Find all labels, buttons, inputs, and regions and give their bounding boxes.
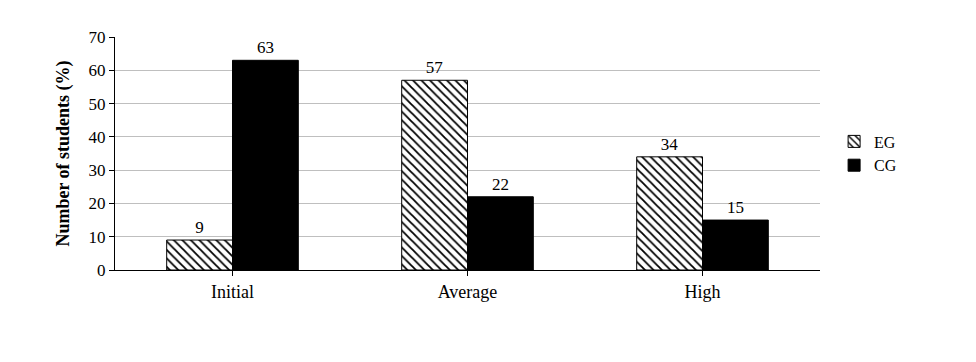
svg-text:40: 40 bbox=[89, 128, 106, 147]
svg-text:Initial: Initial bbox=[211, 282, 254, 302]
svg-text:High: High bbox=[685, 282, 721, 302]
svg-text:Number of students (%): Number of students (%) bbox=[53, 60, 74, 246]
svg-text:10: 10 bbox=[89, 228, 106, 247]
svg-text:15: 15 bbox=[727, 198, 744, 217]
svg-text:22: 22 bbox=[492, 175, 509, 194]
svg-text:Average: Average bbox=[438, 282, 498, 302]
svg-text:0: 0 bbox=[97, 261, 106, 280]
svg-text:63: 63 bbox=[257, 38, 274, 57]
svg-text:CG: CG bbox=[874, 157, 897, 174]
svg-text:30: 30 bbox=[89, 161, 106, 180]
svg-text:9: 9 bbox=[195, 218, 204, 237]
svg-text:60: 60 bbox=[89, 61, 106, 80]
svg-text:70: 70 bbox=[89, 28, 106, 47]
svg-text:20: 20 bbox=[89, 194, 106, 213]
svg-text:57: 57 bbox=[426, 58, 444, 77]
svg-text:34: 34 bbox=[661, 135, 679, 154]
svg-text:EG: EG bbox=[874, 134, 896, 151]
svg-text:50: 50 bbox=[89, 95, 106, 114]
